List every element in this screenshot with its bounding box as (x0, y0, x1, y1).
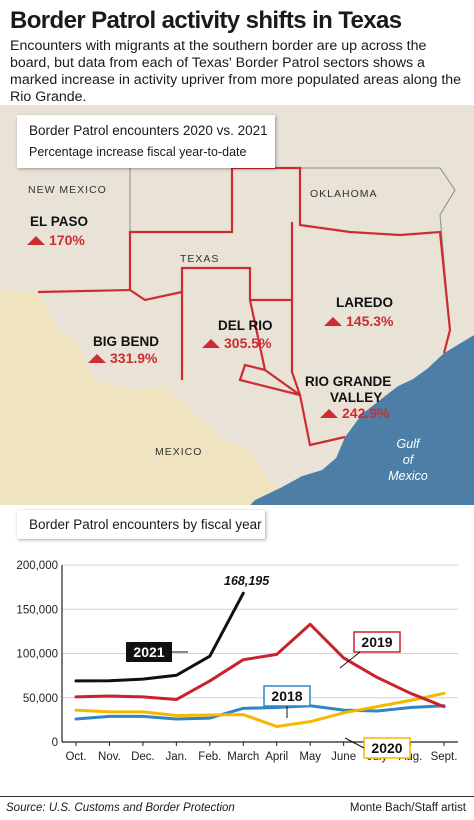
region-oklahoma: OKLAHOMA (310, 188, 378, 200)
gulf-label: Gulf of Mexico (388, 437, 428, 483)
texas-outline (128, 166, 452, 354)
region-new-mexico: NEW MEXICO (28, 184, 107, 196)
increase-arrow-icon (88, 354, 106, 363)
x-tick-label: March (227, 751, 259, 763)
region-texas: TEXAS (180, 253, 219, 265)
y-axis: 0 50,000 100,000 150,000 200,000 (16, 560, 63, 749)
sector-rio-grande-valley: RIO GRANDE VALLEY 242.9% (305, 374, 391, 421)
sector-value: 305.5% (224, 335, 272, 351)
series-label-2018: 2018 (271, 688, 302, 704)
x-tick-label: April (265, 751, 288, 763)
source-note: Source: U.S. Customs and Border Protecti… (6, 802, 235, 814)
increase-arrow-icon (27, 236, 45, 245)
sector-name: BIG BEND (93, 334, 159, 349)
series-label-2021: 2021 (133, 644, 164, 660)
legend-subtitle: Percentage increase fiscal year-to-date (29, 145, 247, 159)
x-tick-label: Nov. (98, 751, 121, 763)
sector-name: DEL RIO (218, 318, 273, 333)
svg-text:Mexico: Mexico (388, 469, 428, 483)
series-line-2018 (74, 704, 446, 721)
series-tag-2021 (126, 642, 172, 662)
series-labels: 2021 168,195 2019 2018 2020 (126, 574, 411, 759)
chart-title-tab: Border Patrol encounters by fiscal year (17, 510, 265, 539)
sector-value: 145.3% (346, 313, 394, 329)
leader-2020 (344, 737, 365, 749)
legend-title: Border Patrol encounters 2020 vs. 2021 (29, 123, 268, 138)
gulf-of-mexico (250, 105, 474, 505)
sector-laredo: LAREDO 145.3% (324, 295, 394, 329)
artist-credit: Monte Bach/Staff artist (349, 802, 466, 814)
dek: Encounters with migrants at the southern… (10, 38, 462, 105)
increase-arrow-icon (320, 409, 338, 418)
series-label-2019: 2019 (361, 634, 392, 650)
sector-name: LAREDO (336, 295, 393, 310)
sector-value: 242.9% (342, 405, 390, 421)
series-line-2019 (74, 622, 446, 709)
leader-2019 (339, 651, 361, 669)
x-tick-label: Jan. (165, 751, 187, 763)
x-tick-label: June (331, 751, 356, 763)
y-tick-label: 150,000 (16, 604, 58, 616)
x-tick-label: Sept. (431, 751, 458, 763)
peak-annotation: 168,195 (224, 574, 270, 588)
sector-name-line2: VALLEY (330, 390, 382, 405)
x-tick-label: May (299, 751, 321, 763)
footer-rule (0, 796, 474, 797)
series-label-2020: 2020 (371, 740, 402, 756)
sector-boundaries (37, 222, 346, 447)
increase-arrow-icon (202, 339, 220, 348)
sector-el-paso: EL PASO 170% (27, 214, 88, 248)
increase-arrow-icon (324, 317, 342, 326)
series-line-2021 (74, 591, 245, 683)
sector-value: 170% (49, 232, 85, 248)
series-line-2020 (74, 691, 446, 729)
sector-value: 331.9% (110, 350, 158, 366)
map-legend: Border Patrol encounters 2020 vs. 2021 P… (17, 115, 275, 168)
y-tick-label: 200,000 (16, 560, 58, 572)
sector-big-bend: BIG BEND 331.9% (88, 334, 159, 366)
svg-text:of: of (403, 453, 415, 467)
sector-name: EL PASO (30, 214, 88, 229)
svg-text:Gulf: Gulf (397, 437, 421, 451)
us-land (0, 105, 474, 487)
x-tick-label: Dec. (131, 751, 155, 763)
encounters-line-chart: 0 50,000 100,000 150,000 200,000 Oct. Nov. Dec… (0, 545, 474, 795)
mexico-land (0, 290, 282, 505)
y-tick-label: 100,000 (16, 649, 58, 661)
texas-map: NEW MEXICO OKLAHOMA TEXAS MEXICO Gulf of… (0, 105, 474, 505)
y-tick-label: 50,000 (23, 693, 58, 705)
sector-del-rio: DEL RIO 305.5% (202, 318, 273, 351)
region-mexico: MEXICO (155, 446, 202, 458)
x-tick-label: Oct. (65, 751, 86, 763)
y-tick-label: 0 (52, 737, 58, 749)
sector-name: RIO GRANDE (305, 374, 391, 389)
headline: Border Patrol activity shifts in Texas (10, 7, 402, 34)
series-tag-2019 (353, 631, 401, 653)
x-tick-label: Feb. (198, 751, 221, 763)
chart-title: Border Patrol encounters by fiscal year (29, 517, 262, 532)
chart-series (74, 591, 446, 729)
